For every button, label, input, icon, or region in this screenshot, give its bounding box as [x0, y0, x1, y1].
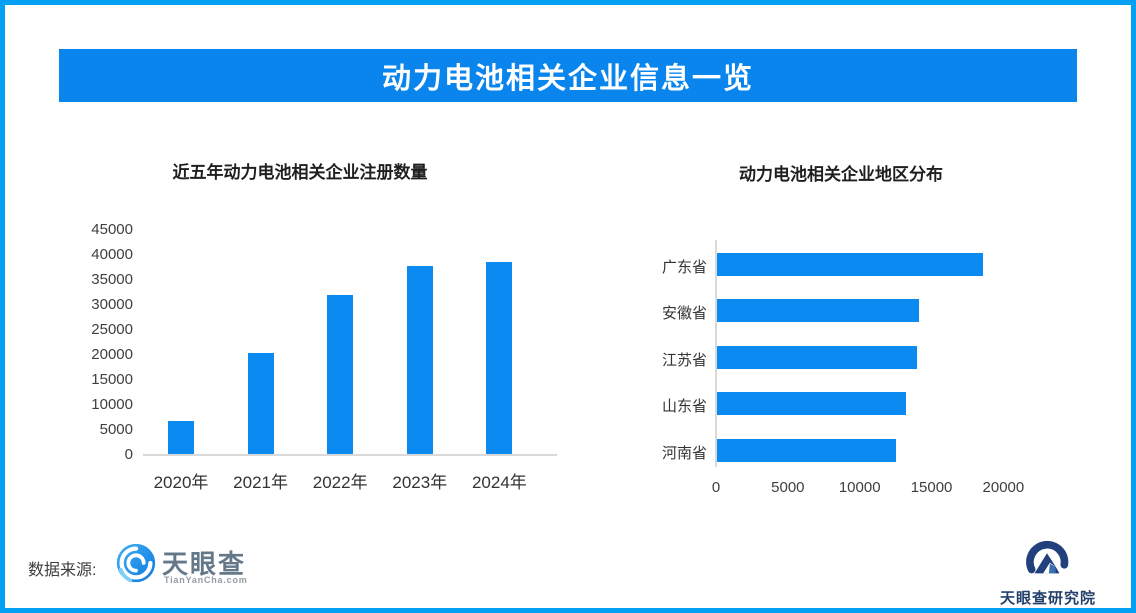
x-axis-tick-label: 5000 — [771, 479, 805, 496]
left-chart-title: 近五年动力电池相关企业注册数量 — [172, 163, 428, 182]
x-axis-tick-label: 20000 — [982, 479, 1025, 496]
bar-2022年 — [327, 295, 354, 455]
data-source-label: 数据来源: — [28, 562, 97, 579]
y-axis-tick-label: 40000 — [91, 246, 133, 263]
research-institute-swirl-icon — [1026, 540, 1069, 574]
y-axis-tick-label: 20000 — [91, 346, 133, 363]
bar-2023年 — [406, 266, 433, 455]
category-label: 广东省 — [661, 259, 707, 276]
y-axis-tick-label: 35000 — [91, 271, 133, 288]
x-axis-category-label: 2020年 — [153, 473, 209, 492]
category-label: 江苏省 — [661, 351, 707, 369]
bar-江苏省 — [716, 345, 918, 369]
y-axis-tick-label: 10000 — [91, 396, 133, 413]
x-axis-tick-label: 10000 — [838, 479, 881, 496]
tianyancha-eye-swirl-icon — [116, 543, 156, 583]
tianyancha-logo-text: 天眼查 — [162, 549, 247, 579]
x-axis-category-label: 2024年 — [471, 473, 527, 492]
y-axis-tick-label: 30000 — [91, 296, 133, 313]
bar-2020年 — [168, 421, 194, 455]
x-axis-category-label: 2023年 — [392, 473, 448, 492]
y-axis-tick-label: 0 — [124, 446, 133, 463]
tianyancha-logo — [113, 540, 159, 591]
bar-河南省 — [716, 438, 896, 462]
y-axis-tick-label: 15000 — [91, 371, 133, 388]
x-axis-tick-label: 0 — [711, 479, 721, 496]
research-institute-logo — [1023, 534, 1071, 587]
x-axis-category-label: 2022年 — [312, 473, 368, 492]
category-label: 安徽省 — [661, 305, 707, 323]
page-title: 动力电池相关企业信息一览 — [381, 62, 754, 95]
bar-山东省 — [716, 392, 906, 416]
y-axis-tick-label: 45000 — [91, 221, 133, 238]
x-axis-category-label: 2021年 — [233, 473, 288, 492]
title-banner: 动力电池相关企业信息一览 — [59, 49, 1077, 102]
research-institute-label: 天眼查研究院 — [999, 590, 1096, 607]
category-label: 河南省 — [661, 444, 707, 462]
tianyancha-logo-subtext: TianYanCha.com — [164, 575, 248, 585]
right-chart-title: 动力电池相关企业地区分布 — [739, 165, 943, 184]
category-label: 山东省 — [661, 398, 707, 416]
y-axis-line — [715, 240, 717, 467]
y-axis-tick-label: 5000 — [99, 421, 133, 438]
bar-广东省 — [716, 253, 984, 276]
bar-安徽省 — [716, 299, 919, 323]
bar-2024年 — [486, 261, 513, 455]
bar-2021年 — [247, 352, 274, 455]
x-axis-tick-label: 15000 — [910, 479, 953, 496]
y-axis-tick-label: 25000 — [91, 321, 133, 338]
x-axis-line — [143, 454, 557, 456]
